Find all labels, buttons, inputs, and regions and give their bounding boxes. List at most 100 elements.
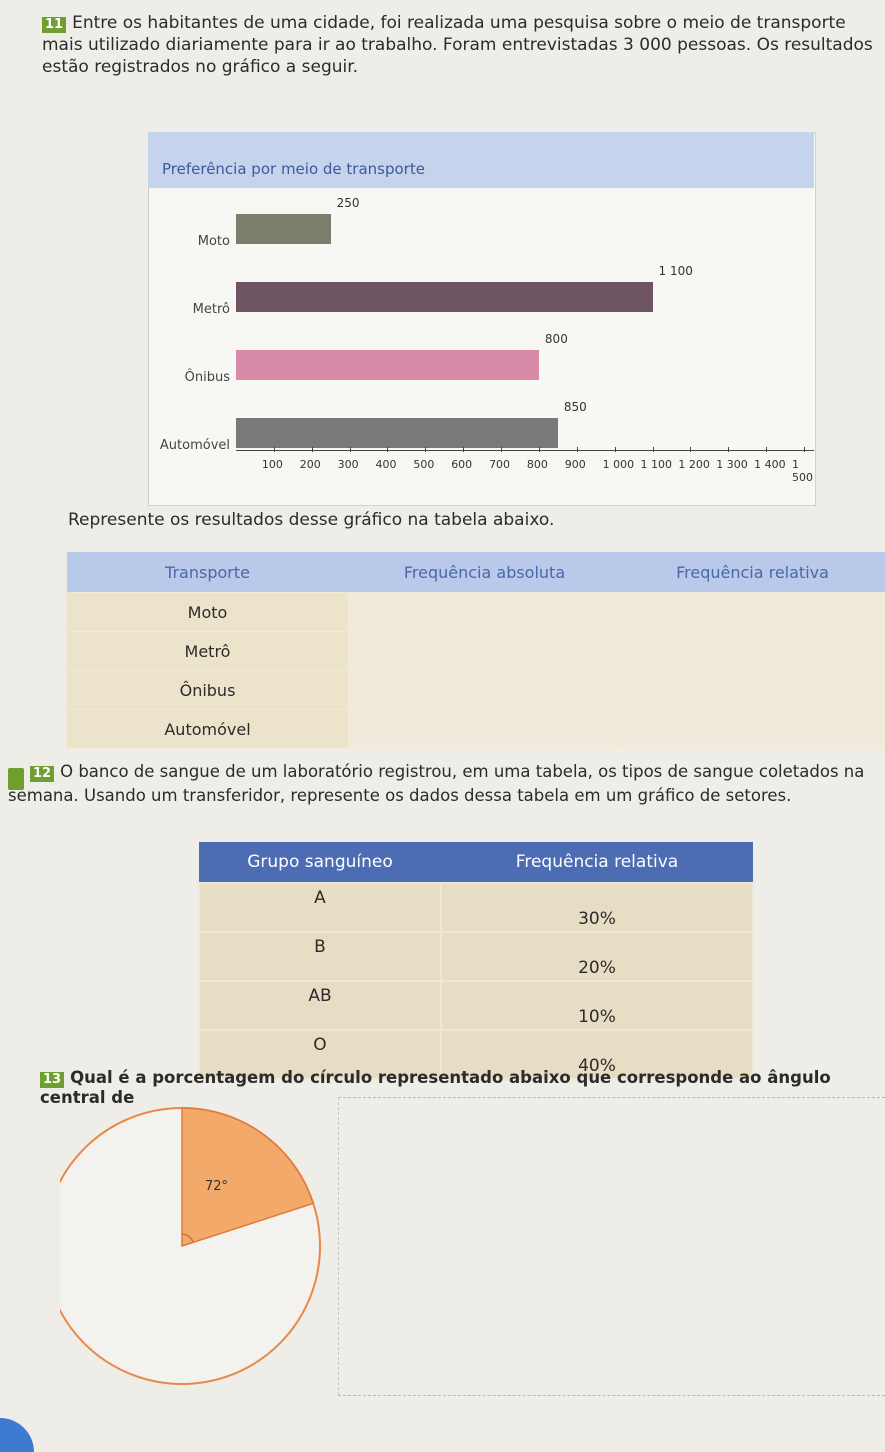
answer-area-top [338, 1097, 885, 1098]
x-tick-label: 100 [261, 458, 283, 471]
x-tick [766, 447, 768, 452]
x-tick [614, 447, 616, 452]
answer-area-left [338, 1097, 339, 1395]
x-tick-label: 1 000 [602, 458, 635, 471]
x-tick [728, 447, 730, 452]
instruction-text: Represente os resultados desse gráfico n… [68, 510, 555, 530]
x-tick-label: 1 300 [716, 458, 748, 471]
category-label: Ônibus [184, 370, 230, 385]
cell-relative-blank[interactable] [620, 709, 885, 749]
cell-transport: Ônibus [66, 670, 349, 710]
bar-chart: Moto 250 Metrô 1 100 Ônibus 800 Automóvel 850 10… [148, 188, 814, 504]
question-number: 13 [40, 1072, 65, 1088]
table-row: A 30% [198, 882, 754, 933]
x-tick [425, 447, 427, 452]
table-row: Ônibus [66, 670, 885, 710]
cell-transport: Metrô [66, 631, 349, 671]
x-tick [273, 447, 275, 452]
transport-table: Transporte Frequência absoluta Frequênci… [66, 552, 885, 749]
book-icon [8, 768, 24, 790]
chart-title-band: Preferência por meio de transporte [148, 132, 814, 188]
x-tick-label: 700 [489, 458, 511, 471]
cell-relative-blank[interactable] [620, 631, 885, 671]
cell-transport: Automóvel [66, 709, 349, 749]
cell-absolute-blank[interactable] [348, 670, 621, 710]
category-label: Automóvel [159, 438, 230, 453]
x-tick-label: 1 400 [754, 458, 786, 471]
x-tick [652, 447, 654, 452]
x-tick-label: 1 500 [792, 458, 813, 484]
x-tick-label: 1 200 [678, 458, 710, 471]
cell-relative-blank[interactable] [620, 592, 885, 632]
bar-value-label: 1 100 [658, 264, 693, 278]
x-tick [387, 447, 389, 452]
cell-absolute-blank[interactable] [348, 631, 621, 671]
x-tick [349, 447, 351, 452]
x-tick-label: 300 [337, 458, 359, 471]
cell-freq: 30% [440, 882, 754, 933]
cell-absolute-blank[interactable] [348, 709, 621, 749]
question-text: Qual é a porcentagem do círculo represen… [40, 1068, 831, 1107]
page-corner-tab [0, 1418, 34, 1452]
header-frequencia-relativa: Frequência relativa [620, 552, 885, 593]
question-12: 12 O banco de sangue de um laboratório re… [8, 760, 885, 808]
cell-freq: 40% [440, 1029, 754, 1080]
bar-automóvel [236, 418, 558, 448]
cell-relative-blank[interactable] [620, 670, 885, 710]
x-tick-label: 800 [526, 458, 548, 471]
category-label: Moto [197, 234, 230, 249]
answer-area-bottom [338, 1395, 885, 1396]
cell-freq: 10% [440, 980, 754, 1031]
cell-group: O [198, 1029, 442, 1080]
x-tick [538, 447, 540, 452]
table-row: Automóvel [66, 709, 885, 749]
table-row: B 20% [198, 931, 754, 982]
cell-transport: Moto [66, 592, 349, 632]
bar-value-label: 850 [563, 400, 587, 414]
x-tick-label: 600 [451, 458, 473, 471]
x-tick [804, 447, 805, 452]
table-row: AB 10% [198, 980, 754, 1031]
x-tick [576, 447, 578, 452]
bar-value-label: 250 [336, 196, 360, 210]
blood-type-table: Grupo sanguíneo Frequência relativa A 30… [198, 842, 754, 1080]
question-number: 11 [42, 17, 67, 33]
x-axis [236, 450, 814, 451]
angle-arc [181, 1233, 194, 1243]
question-text: O banco de sangue de um laboratório regi… [8, 762, 865, 805]
header-frequencia-absoluta: Frequência absoluta [348, 552, 621, 593]
x-tick-label: 400 [375, 458, 397, 471]
question-13: 13 Qual é a porcentagem do círculo repres… [40, 1068, 885, 1107]
cell-absolute-blank[interactable] [348, 592, 621, 632]
header-grupo-sanguineo: Grupo sanguíneo [199, 842, 441, 883]
cell-group: A [198, 882, 442, 933]
bar-ônibus [236, 350, 539, 380]
x-tick-label: 900 [564, 458, 586, 471]
cell-freq: 20% [440, 931, 754, 982]
bar-value-label: 800 [544, 332, 568, 346]
question-text: Entre os habitantes de uma cidade, foi r… [42, 13, 873, 77]
x-tick-label: 200 [299, 458, 321, 471]
cell-group: AB [198, 980, 442, 1031]
circle-diagram: 72° [60, 1107, 321, 1385]
x-tick-label: 1 100 [640, 458, 673, 471]
header-frequencia-relativa: Frequência relativa [441, 842, 753, 883]
x-tick [311, 447, 313, 452]
question-number: 12 [30, 766, 55, 782]
question-11: 11 Entre os habitantes de uma cidade, foi… [42, 12, 882, 78]
x-tick [463, 447, 465, 452]
table-row: Moto [66, 592, 885, 632]
x-tick [501, 447, 503, 452]
sector-72-degrees [181, 1107, 315, 1248]
bar-moto [236, 214, 331, 244]
bar-metrô [236, 282, 653, 312]
angle-label: 72° [205, 1179, 228, 1194]
header-transporte: Transporte [66, 552, 349, 593]
x-tick [690, 447, 692, 452]
cell-group: B [198, 931, 442, 982]
table-row: Metrô [66, 631, 885, 671]
category-label: Metrô [192, 302, 230, 317]
chart-title: Preferência por meio de transporte [162, 160, 425, 178]
table-row: O 40% [198, 1029, 754, 1080]
x-tick-label: 500 [413, 458, 435, 471]
